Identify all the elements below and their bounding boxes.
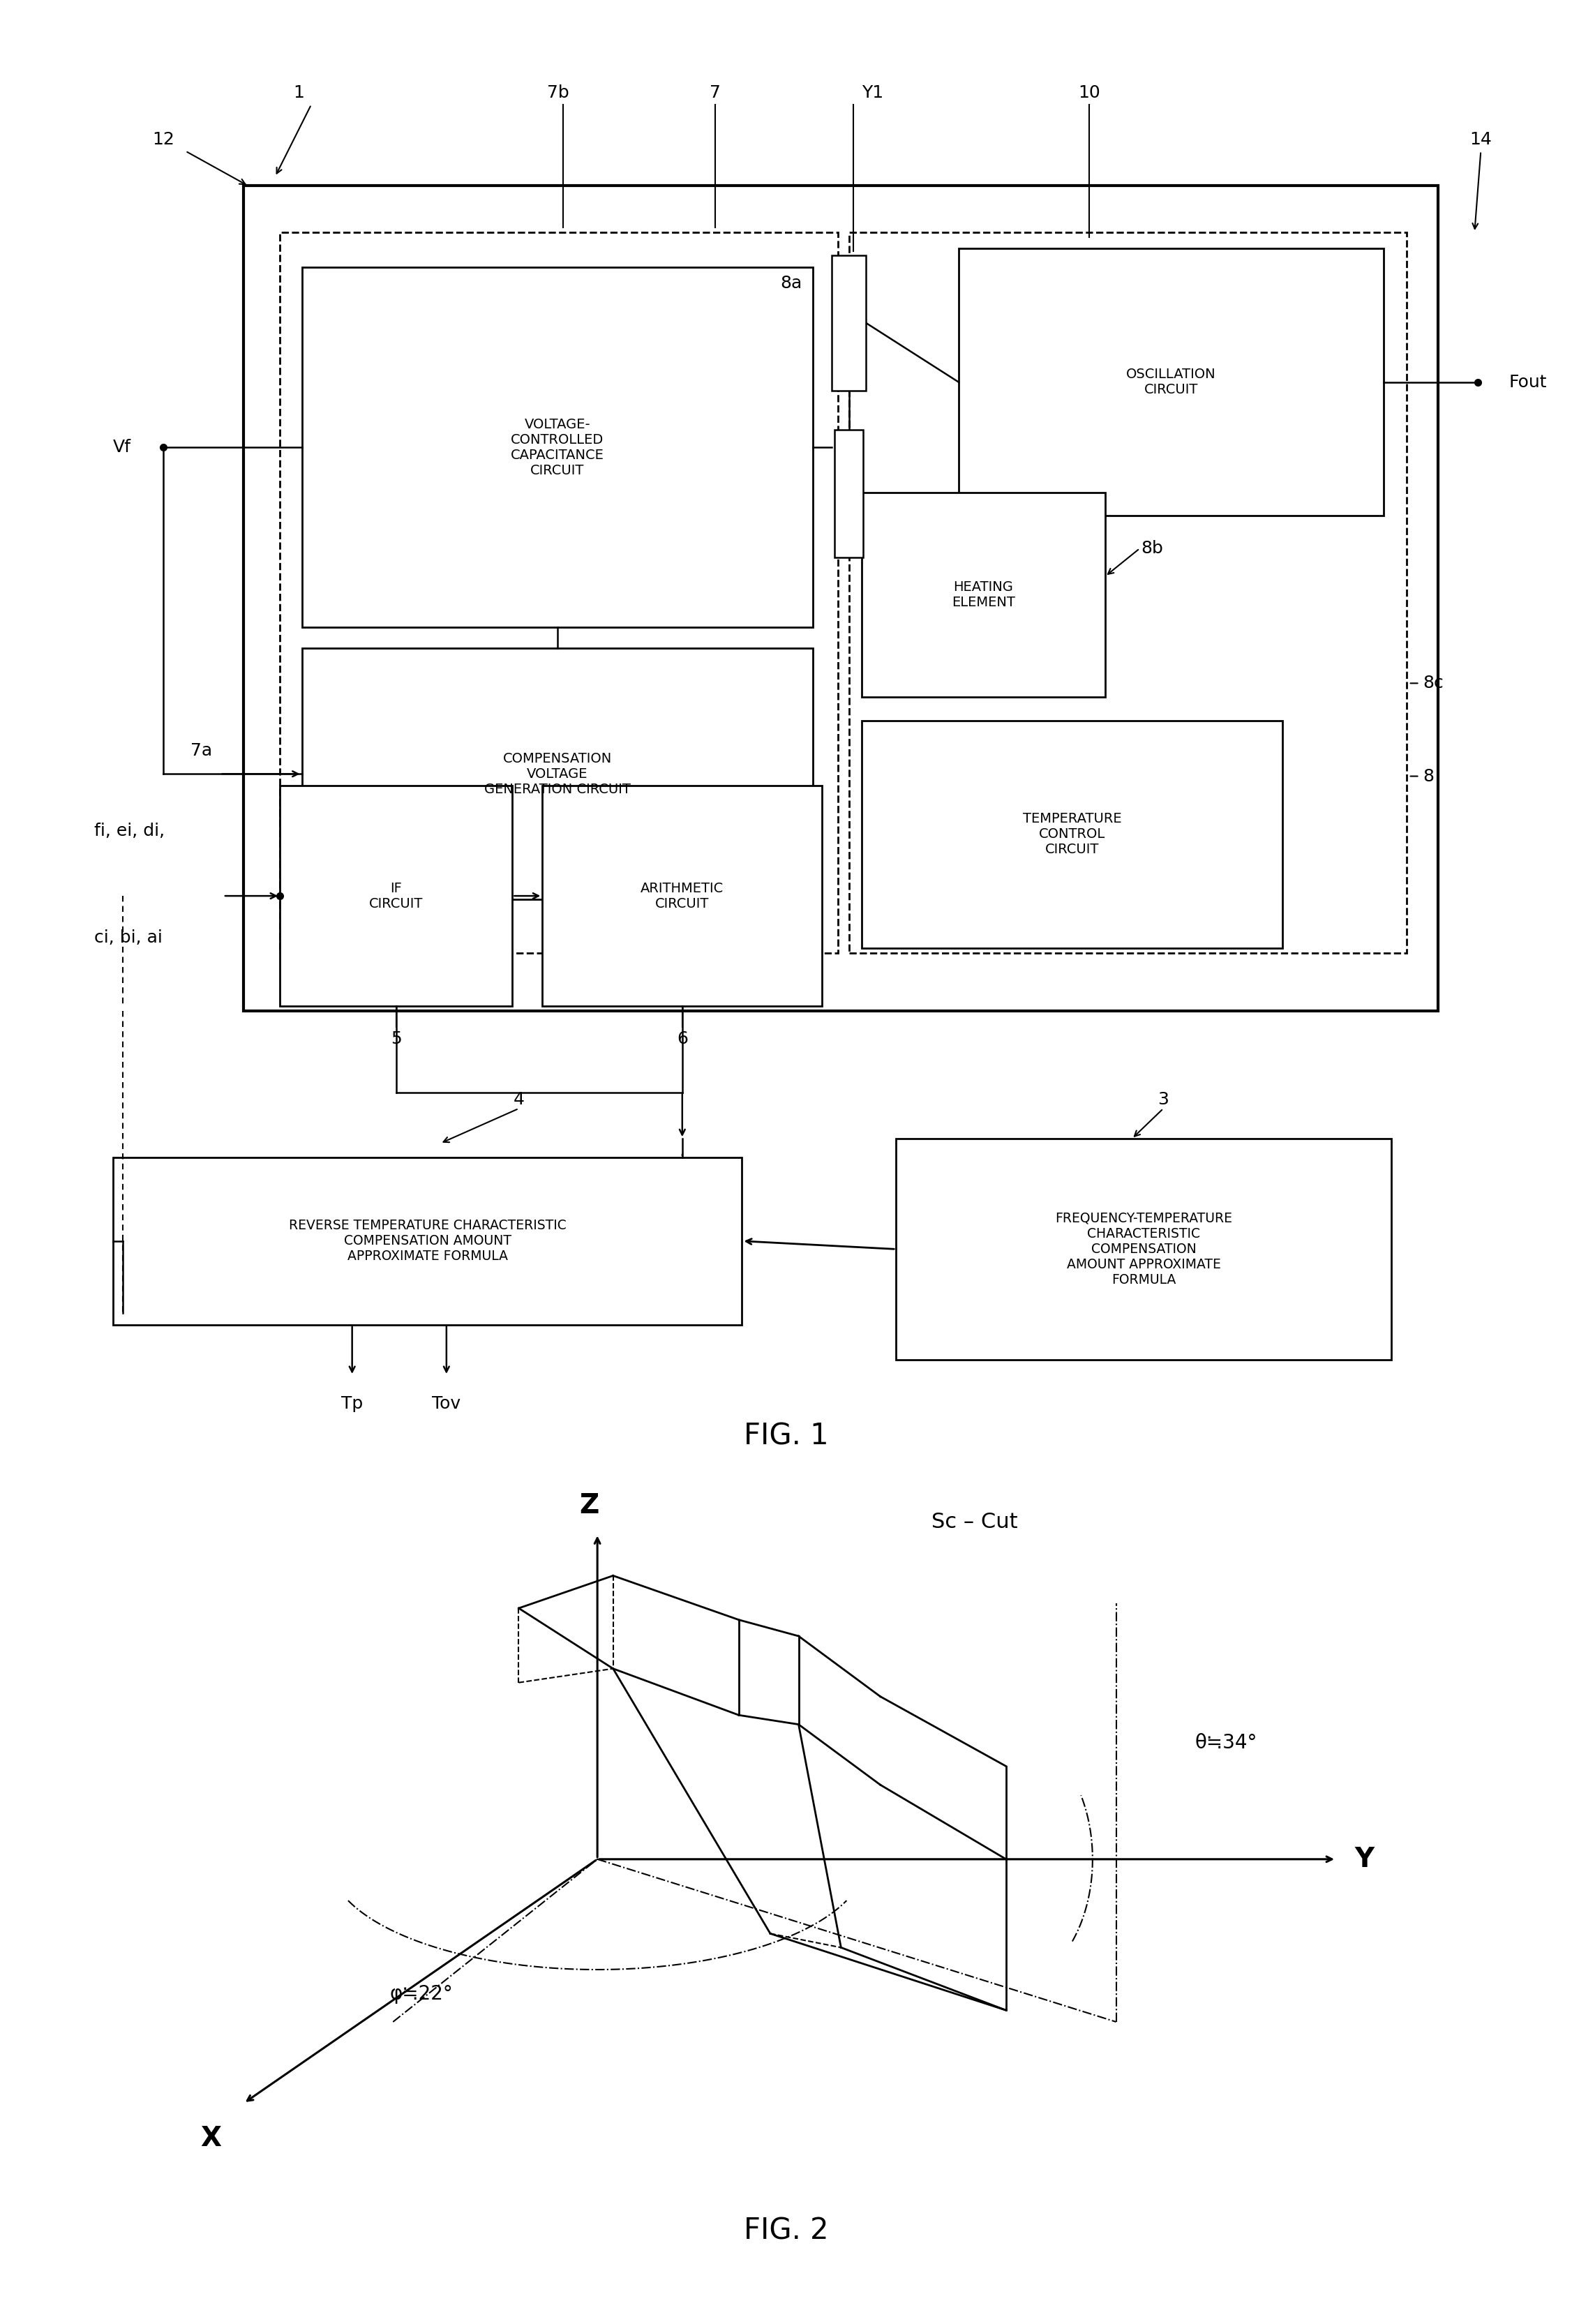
Text: Fout: Fout	[1509, 374, 1547, 390]
Text: 5: 5	[391, 1030, 401, 1048]
Text: HEATING
ELEMENT: HEATING ELEMENT	[951, 581, 1016, 609]
Text: 7b: 7b	[547, 84, 569, 102]
FancyBboxPatch shape	[959, 249, 1383, 516]
Text: FIG. 2: FIG. 2	[744, 2217, 828, 2245]
Text: TEMPERATURE
CONTROL
CIRCUIT: TEMPERATURE CONTROL CIRCUIT	[1023, 813, 1121, 855]
Text: 12: 12	[152, 130, 174, 149]
Text: φ≒22°: φ≒22°	[390, 1985, 453, 2003]
Text: IF
CIRCUIT: IF CIRCUIT	[369, 881, 423, 911]
Text: 3: 3	[1157, 1090, 1170, 1109]
Text: 8c: 8c	[1423, 674, 1443, 693]
Text: OSCILLATION
CIRCUIT: OSCILLATION CIRCUIT	[1126, 367, 1217, 397]
Text: 8a: 8a	[780, 274, 802, 293]
Text: Z: Z	[580, 1492, 599, 1520]
Text: fi, ei, di,: fi, ei, di,	[94, 823, 165, 839]
Text: 7a: 7a	[190, 741, 212, 760]
Text: FIG. 1: FIG. 1	[744, 1422, 828, 1450]
Text: X: X	[200, 2124, 222, 2152]
Text: COMPENSATION
VOLTAGE
GENERATION CIRCUIT: COMPENSATION VOLTAGE GENERATION CIRCUIT	[484, 753, 630, 795]
FancyBboxPatch shape	[280, 786, 512, 1006]
FancyBboxPatch shape	[861, 720, 1283, 948]
FancyBboxPatch shape	[302, 267, 813, 627]
Text: Y: Y	[1355, 1845, 1374, 1873]
Text: 4: 4	[512, 1090, 525, 1109]
FancyBboxPatch shape	[896, 1139, 1391, 1360]
Text: 14: 14	[1470, 130, 1492, 149]
FancyBboxPatch shape	[849, 232, 1407, 953]
FancyBboxPatch shape	[542, 786, 822, 1006]
FancyBboxPatch shape	[835, 430, 863, 558]
Text: 7: 7	[709, 84, 722, 102]
Text: 1: 1	[292, 84, 305, 102]
Text: θ≒34°: θ≒34°	[1195, 1734, 1258, 1752]
Text: Tp: Tp	[341, 1394, 363, 1413]
FancyBboxPatch shape	[113, 1157, 742, 1325]
Text: FREQUENCY-TEMPERATURE
CHARACTERISTIC
COMPENSATION
AMOUNT APPROXIMATE
FORMULA: FREQUENCY-TEMPERATURE CHARACTERISTIC COM…	[1055, 1211, 1232, 1287]
Text: 6: 6	[676, 1030, 689, 1048]
Text: ci, bi, ai: ci, bi, ai	[94, 930, 162, 946]
FancyBboxPatch shape	[832, 256, 866, 390]
Text: Vf: Vf	[113, 439, 132, 456]
Text: Tov: Tov	[432, 1394, 461, 1413]
FancyBboxPatch shape	[861, 493, 1105, 697]
FancyBboxPatch shape	[302, 648, 813, 899]
Text: Y1: Y1	[861, 84, 883, 102]
Text: 8: 8	[1423, 767, 1434, 786]
Text: 8b: 8b	[1141, 539, 1163, 558]
Text: 10: 10	[1078, 84, 1100, 102]
FancyBboxPatch shape	[280, 232, 838, 953]
Text: VOLTAGE-
CONTROLLED
CAPACITANCE
CIRCUIT: VOLTAGE- CONTROLLED CAPACITANCE CIRCUIT	[511, 418, 604, 476]
Text: REVERSE TEMPERATURE CHARACTERISTIC
COMPENSATION AMOUNT
APPROXIMATE FORMULA: REVERSE TEMPERATURE CHARACTERISTIC COMPE…	[289, 1220, 566, 1262]
Text: ARITHMETIC
CIRCUIT: ARITHMETIC CIRCUIT	[641, 881, 723, 911]
Text: Sc – Cut: Sc – Cut	[932, 1513, 1017, 1532]
FancyBboxPatch shape	[244, 186, 1438, 1011]
